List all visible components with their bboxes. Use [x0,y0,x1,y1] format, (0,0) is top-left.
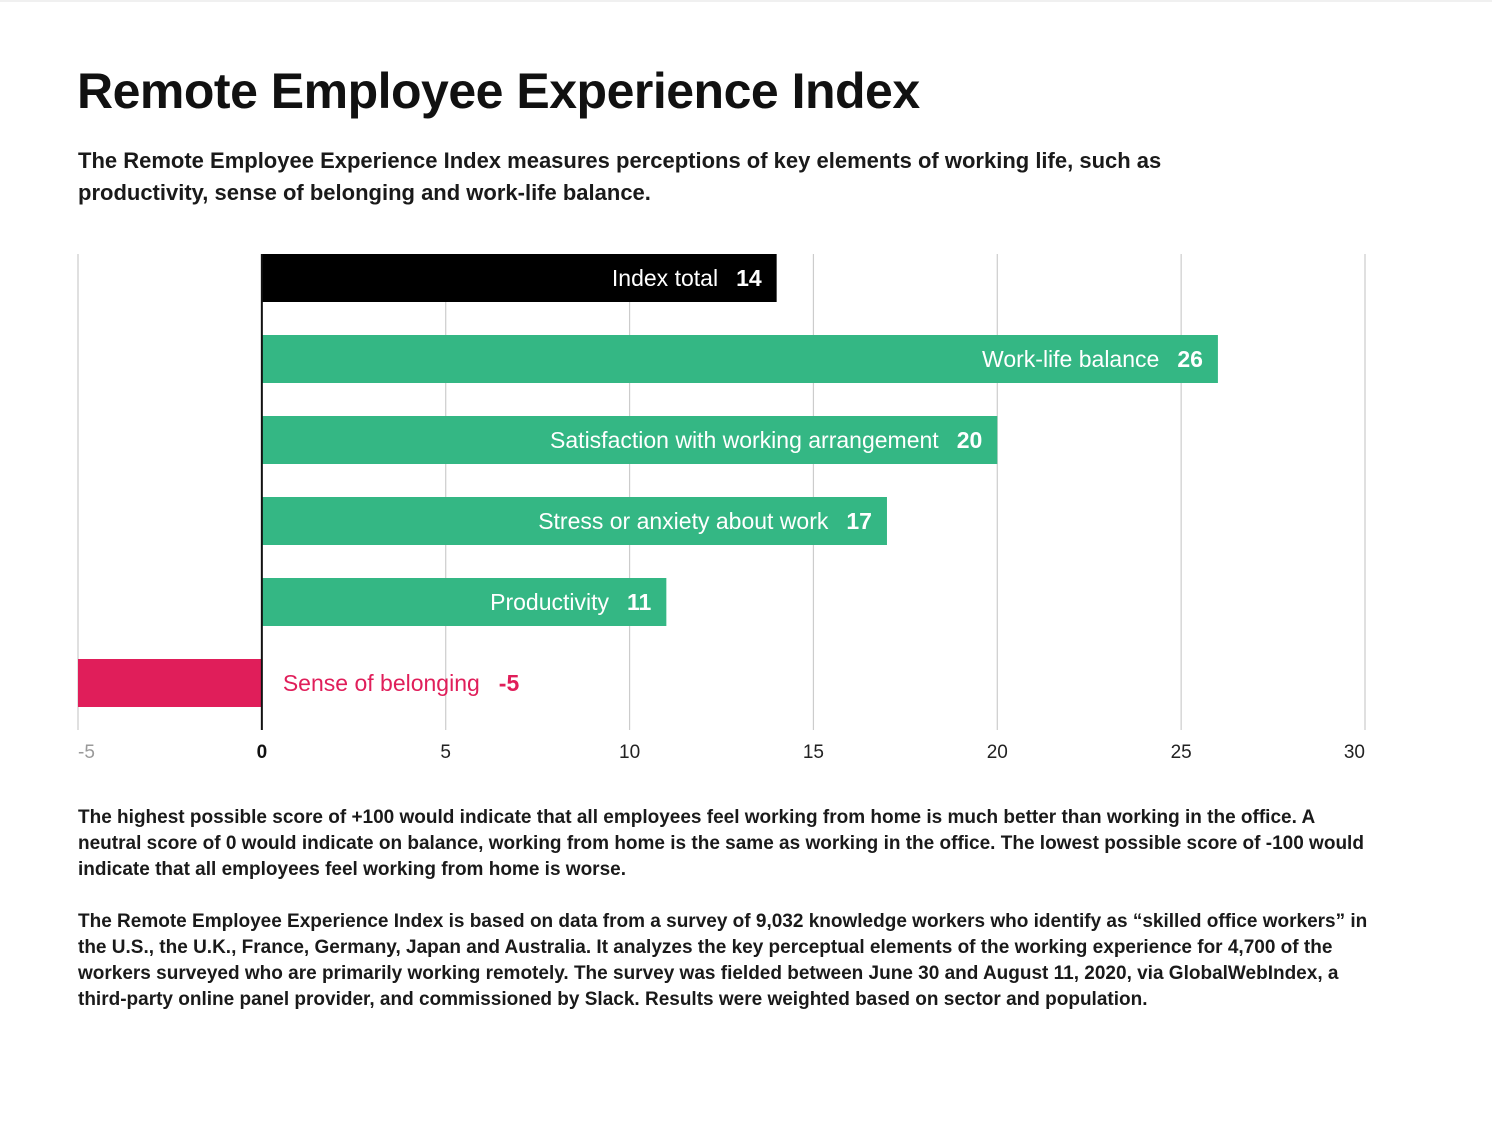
bar-index-total [261,254,777,302]
bar-productivity [261,578,667,626]
x-tick-label-5: 5 [440,742,451,763]
value-label-satisfaction-with-working-arrangement: 20 [957,427,983,453]
bar-satisfaction-with-working-arrangement [261,416,998,464]
bars [78,254,1218,707]
x-tick-label-15: 15 [803,742,824,763]
scale-explanation-note: The highest possible score of +100 would… [78,807,1364,880]
bar-chart: 14 Index total 26 Work-life balance 20 Satisf… [77,254,1366,763]
x-tick-label-25: 25 [1171,742,1192,763]
x-tick-label-0: 0 [257,742,268,763]
grid-lines [77,254,1366,730]
category-label-stress-or-anxiety-about-work: Stress or anxiety about work [538,508,829,534]
value-label-sense-of-belonging: -5 [499,670,520,696]
methodology-note: The Remote Employee Experience Index is … [78,911,1368,1010]
category-label-work-life-balance: Work-life balance [982,346,1159,372]
chart-subtitle: The Remote Employee Experience Index mea… [78,148,1162,205]
category-label-productivity: Productivity [490,589,609,615]
category-label-sense-of-belonging: Sense of belonging [283,670,480,696]
value-label-productivity: 11 [627,589,652,615]
bar-stress-or-anxiety-about-work [261,497,887,545]
bar-labels: 14 Index total 26 Work-life balance 20 Satisf… [283,265,1203,696]
x-tick-label-10: 10 [619,742,640,763]
bar-sense-of-belonging [78,659,262,707]
top-divider [0,0,1492,2]
x-tick-label-20: 20 [987,742,1008,763]
value-label-index-total: 14 [736,265,762,291]
chart-title: Remote Employee Experience Index [77,63,920,119]
value-label-work-life-balance: 26 [1177,346,1203,372]
bar-work-life-balance [261,335,1218,383]
category-label-index-total: Index total [612,265,718,291]
x-tick-label-neg5: -5 [78,742,95,763]
value-label-stress-or-anxiety-about-work: 17 [846,508,872,534]
category-label-satisfaction-with-working-arrangement: Satisfaction with working arrangement [550,427,939,453]
x-tick-label-30: 30 [1344,742,1365,763]
x-axis-ticks: -5 0 5 10 15 20 25 30 [78,742,1365,763]
